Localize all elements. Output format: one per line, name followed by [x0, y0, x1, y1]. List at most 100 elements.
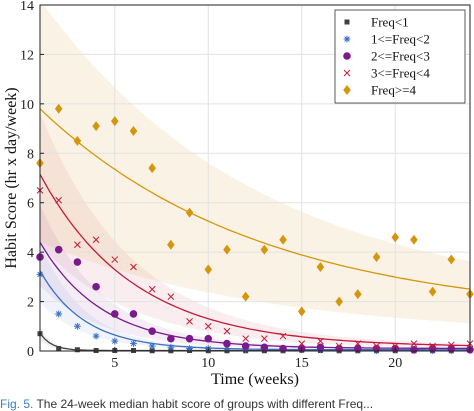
point-series-3-21 — [429, 342, 436, 350]
legend-item-4: Freq>=4 — [343, 83, 416, 98]
point-series-3-9 — [204, 322, 212, 330]
point-series-2-4 — [110, 310, 119, 318]
tick-label-y-8: 8 — [27, 147, 34, 162]
point-series-4-2 — [73, 135, 82, 146]
point-series-2-20 — [410, 345, 418, 354]
tick-label-y-12: 12 — [20, 48, 34, 63]
point-series-4-10 — [223, 244, 231, 255]
tick-label-y-2: 2 — [27, 296, 34, 311]
point-series-3-14 — [298, 340, 306, 347]
point-series-3-5 — [130, 263, 137, 271]
point-series-4-18 — [372, 252, 381, 263]
point-series-2-9 — [204, 334, 213, 343]
point-series-2-10 — [223, 339, 231, 348]
tick-label-y-6: 6 — [27, 197, 34, 212]
tick-label-x-15: 15 — [295, 356, 309, 371]
point-series-4-6 — [148, 163, 156, 174]
point-series-1-8 — [186, 345, 193, 352]
point-series-4-20 — [410, 234, 418, 245]
legend: Freq<1 1<=Freq<2 2<=Freq<3 3<=Freq<4 Freq>=4 — [334, 9, 466, 104]
point-series-3-1 — [55, 196, 63, 204]
point-series-3-19 — [391, 342, 399, 350]
point-series-4-14 — [297, 306, 306, 317]
point-series-2-12 — [260, 343, 269, 352]
point-series-3-16 — [335, 342, 343, 350]
legend-item-3: 3<=Freq<4 — [343, 66, 430, 81]
tick-label-x-10: 10 — [201, 356, 215, 371]
legend-box — [334, 9, 466, 104]
point-series-3-22 — [447, 341, 455, 349]
caption-text: The 24-week median habit score of groups… — [33, 397, 374, 411]
point-series-3-15 — [317, 337, 324, 345]
grid-lines — [40, 5, 470, 351]
legend-marker-1 — [343, 35, 351, 43]
point-series-2-13 — [279, 344, 287, 353]
figure-label: Fig. 5. — [0, 397, 34, 411]
point-series-3-13 — [279, 332, 287, 340]
point-series-3-4 — [111, 256, 119, 263]
tick-label-x-20: 20 — [388, 356, 402, 371]
point-series-2-17 — [354, 344, 362, 353]
point-series-3-12 — [260, 335, 268, 342]
habit-score-chart: 5 10 15 20 0 2 4 6 8 10 12 14 Time (weeks) Habit Sc… — [3, 0, 474, 388]
point-series-4-1 — [54, 103, 63, 114]
point-series-3-7 — [167, 293, 175, 300]
point-series-4-4 — [110, 116, 119, 127]
legend-item-1: 1<=Freq<2 — [343, 32, 430, 47]
point-series-1-1 — [55, 310, 63, 318]
legend-label-3: 3<=Freq<4 — [371, 66, 430, 81]
legend-label-1: 1<=Freq<2 — [371, 32, 430, 47]
point-series-2-6 — [148, 327, 156, 336]
band-series-3 — [40, 112, 470, 348]
point-series-1-5 — [130, 340, 137, 347]
plot-frame — [39, 4, 471, 352]
point-series-4-16 — [335, 296, 343, 307]
point-series-2-3 — [92, 282, 100, 291]
confidence-bands — [40, 5, 470, 351]
point-series-4-3 — [92, 121, 100, 132]
point-series-4-7 — [167, 239, 175, 250]
tick-label-y-4: 4 — [27, 246, 34, 261]
point-series-0-1 — [56, 346, 62, 352]
point-series-4-8 — [185, 207, 194, 218]
point-series-1-4 — [111, 337, 119, 345]
axis-ticks: 5 10 15 20 0 2 4 6 8 10 12 14 — [20, 0, 402, 371]
point-series-1-3 — [92, 332, 100, 340]
legend-marker-0 — [344, 19, 350, 25]
legend-marker-4 — [343, 85, 351, 95]
point-series-4-21 — [428, 286, 437, 297]
point-series-1-7 — [167, 343, 175, 351]
legend-item-0: Freq<1 — [344, 15, 409, 30]
band-series-4 — [40, 5, 470, 324]
tick-label-y-14: 14 — [20, 0, 34, 14]
point-series-4-5 — [129, 126, 138, 137]
point-series-2-2 — [73, 258, 82, 266]
point-series-4-9 — [204, 264, 213, 275]
point-series-2-21 — [428, 344, 437, 353]
point-series-4-15 — [316, 261, 325, 272]
point-series-2-11 — [241, 342, 250, 350]
point-series-3-18 — [373, 342, 380, 350]
legend-label-2: 2<=Freq<3 — [371, 49, 430, 64]
point-series-2-7 — [167, 334, 175, 343]
point-series-3-10 — [223, 327, 231, 335]
point-series-0-2 — [74, 347, 80, 353]
legend-label-0: Freq<1 — [371, 15, 409, 30]
x-axis-label: Time (weeks) — [211, 371, 299, 388]
legend-marker-3 — [343, 69, 351, 77]
figure-caption: Fig. 5. The 24-week median habit score o… — [0, 397, 474, 411]
point-series-1-2 — [73, 322, 81, 330]
point-series-3-3 — [92, 236, 100, 244]
point-series-4-17 — [354, 289, 362, 300]
point-series-3-2 — [74, 241, 81, 249]
point-series-4-19 — [391, 232, 400, 243]
point-series-4-11 — [241, 291, 250, 302]
point-series-2-5 — [129, 310, 138, 318]
tick-label-y-0: 0 — [27, 345, 34, 360]
point-series-4-12 — [260, 244, 269, 255]
point-series-3-17 — [354, 340, 362, 347]
legend-marker-2 — [343, 52, 351, 60]
point-series-4-13 — [279, 234, 287, 245]
y-axis-label: Habit Score (hr x day/week) — [3, 87, 20, 268]
point-series-1-6 — [148, 342, 156, 350]
